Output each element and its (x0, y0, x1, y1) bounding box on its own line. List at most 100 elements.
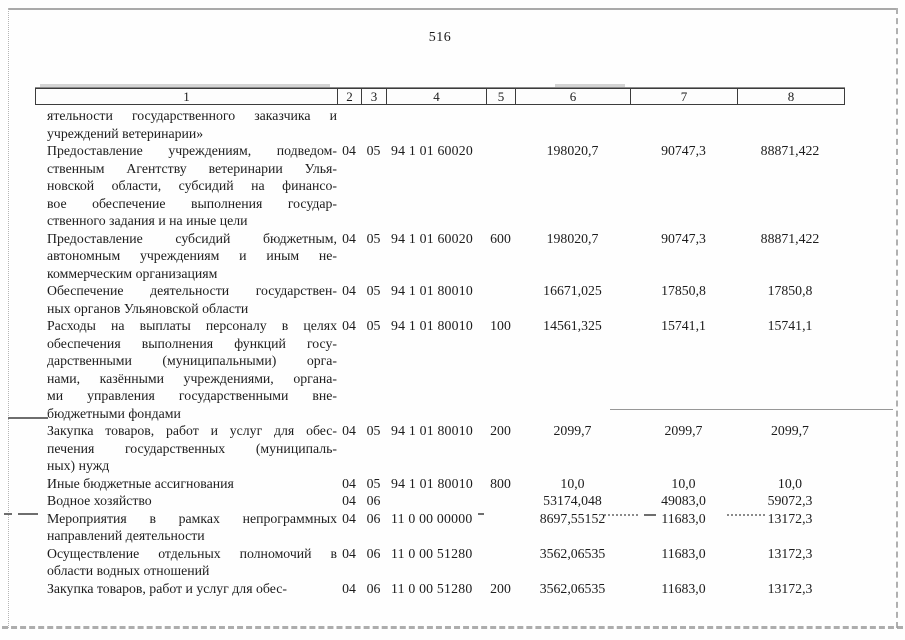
amount-col7-cell: 90747,3 (661, 143, 706, 158)
amount-col8-cell: 17850,8 (767, 283, 813, 298)
row-name-line: ственным Агентству ветеринарии Улья- (47, 160, 337, 176)
row-name-cell: Расходы на выплаты персоналу в целях обес… (35, 317, 337, 422)
code-razdel-cell: 04 (342, 423, 356, 438)
table-row: Обеспечение деятельности государствен-ны… (35, 282, 843, 317)
column-header-6: 6 (516, 89, 631, 104)
row-name-line: автономным учреждениям и иным не- (47, 248, 337, 263)
scan-artifact-top-border (8, 8, 897, 10)
code-razdel-cell: 04 (342, 580, 356, 596)
amount-col7-cell: 10,0 (671, 475, 696, 491)
row-name-line: ятельности государственного заказчика и (47, 108, 337, 123)
amount-col6-cell: 198020,7 (546, 143, 599, 158)
code-razdel-cell: 04 (342, 230, 356, 246)
row-name-line: ми управления государственными вне- (47, 388, 337, 403)
amount-col8-cell: 2099,7 (771, 423, 809, 438)
scan-artifact-left-border (8, 8, 9, 628)
scan-artifact-right-border (896, 8, 898, 628)
row-name-line: ных) нужд (47, 458, 110, 473)
amount-col6-cell: 16671,025 (543, 283, 602, 298)
row-name-line: нами, казёнными учреждениями, органа- (47, 370, 337, 386)
amount-col6-cell: 2099,7 (553, 423, 592, 438)
row-name-line: обеспечения выполнения функций госу- (47, 335, 337, 351)
row-name-cell: Обеспечение деятельности государствен-ны… (35, 282, 337, 317)
code-podrazdel-cell: 06 (366, 493, 381, 508)
code-razdel-cell: 04 (342, 493, 356, 508)
column-header-2: 2 (338, 89, 362, 104)
amount-col7-cell: 2099,7 (664, 423, 703, 438)
code-podrazdel-cell: 06 (366, 510, 381, 526)
amount-col6-cell: 198020,7 (546, 230, 599, 246)
column-header-7: 7 (631, 89, 738, 104)
amount-col6-cell: 14561,325 (543, 318, 602, 333)
column-header-4: 4 (387, 89, 487, 104)
row-name-cell: Мероприятия в рамках непрограммных направ… (35, 510, 337, 545)
scan-artifact-smudge (40, 84, 330, 87)
code-csr-cell: 94 1 01 80010 (391, 318, 473, 333)
code-razdel-cell: 04 (342, 475, 356, 491)
row-name-line: ственного задания и на иные цели (47, 213, 248, 228)
row-name-line: Предоставление субсидий бюджетным, (47, 230, 337, 246)
table-row: Расходы на выплаты персоналу в целях обес… (35, 317, 843, 422)
code-podrazdel-cell: 05 (366, 318, 381, 333)
amount-col6-cell: 10,0 (560, 475, 585, 491)
row-name-line: бюджетными фондами (47, 405, 181, 421)
scan-artifact-smudge (555, 84, 625, 87)
amount-col7-cell: 90747,3 (661, 230, 706, 246)
column-header-8: 8 (787, 89, 795, 104)
code-razdel-cell: 04 (342, 510, 356, 526)
code-podrazdel-cell: 06 (366, 580, 381, 596)
row-name-cell: Закупка товаров, работ и услуг для обес-… (35, 422, 337, 475)
amount-col7-cell: 15741,1 (661, 318, 706, 333)
amount-col8-cell: 13172,3 (767, 510, 813, 526)
row-name-line: Закупка товаров, работ и услуг для обес- (47, 423, 337, 438)
amount-col8-cell: 88871,422 (760, 143, 820, 158)
row-name-cell: Предоставление учреждениям, подведом-ств… (35, 142, 337, 230)
row-name-line: печения государственных (муниципаль- (47, 440, 337, 456)
row-name-line: Расходы на выплаты персоналу в целях (47, 318, 337, 333)
code-podrazdel-cell: 05 (366, 475, 381, 491)
code-podrazdel-cell: 05 (366, 283, 381, 298)
row-name-line: Обеспечение деятельности государствен- (47, 283, 337, 298)
row-name-line: Осуществление отдельных полномочий в (47, 545, 337, 561)
row-name-cell: Иные бюджетные ассигнования (35, 475, 337, 493)
code-podrazdel-cell: 06 (366, 545, 381, 561)
code-razdel-cell: 04 (342, 283, 356, 298)
amount-col8-cell: 10,0 (777, 475, 803, 491)
amount-col8-cell: 13172,3 (767, 580, 813, 596)
code-csr-cell: 11 0 00 00000 (391, 510, 473, 526)
row-name-line: направлений деятельности (47, 528, 205, 543)
scan-artifact-dash (4, 513, 12, 515)
code-csr-cell: 94 1 01 80010 (391, 475, 473, 491)
code-podrazdel-cell: 05 (366, 423, 381, 438)
code-vr-cell: 100 (490, 318, 511, 333)
amount-col6-cell: 3562,06535 (539, 545, 606, 561)
amount-col7-cell: 11683,0 (661, 510, 706, 526)
table-row: Осуществление отдельных полномочий в обла… (35, 545, 843, 580)
table-row: Иные бюджетные ассигнования 04 05 94 1 01 8… (35, 475, 843, 493)
code-vr-cell: 200 (490, 423, 511, 438)
row-name-line: Предоставление учреждениям, подведом- (47, 143, 337, 158)
code-vr-cell: 200 (490, 580, 511, 596)
row-name-line: Водное хозяйство (47, 493, 152, 508)
amount-col6-cell: 8697,55152 (539, 510, 606, 526)
row-name-cell: ятельности государственного заказчика и у… (35, 107, 337, 142)
code-csr-cell: 94 1 01 60020 (391, 143, 473, 158)
code-podrazdel-cell: 05 (366, 143, 381, 158)
row-name-cell: Водное хозяйство (35, 492, 337, 510)
code-vr-cell: 600 (490, 230, 511, 246)
row-name-line: области водных отношений (47, 563, 210, 578)
code-razdel-cell: 04 (342, 318, 356, 333)
amount-col8-cell: 15741,1 (767, 318, 813, 333)
code-csr-cell: 11 0 00 51280 (391, 580, 473, 596)
amount-col7-cell: 49083,0 (661, 493, 706, 508)
amount-col8-cell: 88871,422 (760, 230, 820, 246)
table-body: ятельности государственного заказчика и у… (35, 107, 843, 597)
row-name-line: учреждений ветеринарии» (47, 125, 204, 141)
code-csr-cell: 94 1 01 80010 (391, 423, 473, 438)
table-row: Закупка товаров, работ и услуг для обес-… (35, 580, 843, 598)
row-name-cell: Осуществление отдельных полномочий в обла… (35, 545, 337, 580)
row-name-cell: Предоставление субсидий бюджетным, автоно… (35, 230, 337, 283)
code-razdel-cell: 04 (342, 143, 356, 158)
row-name-line: Закупка товаров, работ и услуг для обес- (47, 580, 287, 596)
